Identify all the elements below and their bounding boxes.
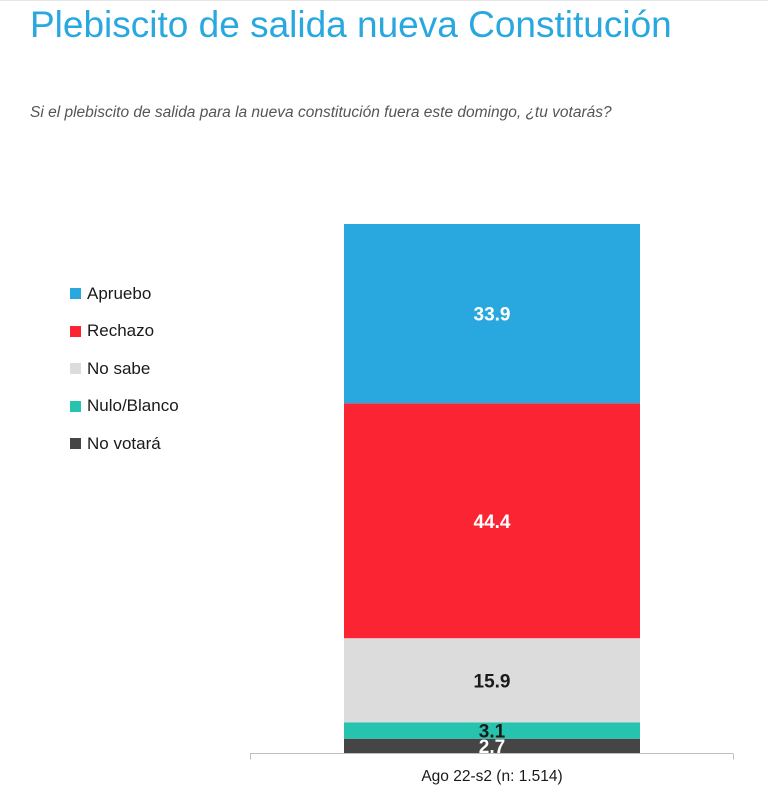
x-tick-label: Ago 22-s2 (n: 1.514) <box>421 768 562 785</box>
legend-item-no-votara: No votará <box>70 434 179 453</box>
bar-segment-nulo-blanco <box>344 722 640 739</box>
legend-item-apruebo: Apruebo <box>70 284 179 303</box>
data-label-no-votara: 2.7 <box>479 737 505 758</box>
legend-swatch <box>70 288 81 299</box>
legend-item-nulo-blanco: Nulo/Blanco <box>70 396 179 416</box>
legend-label: Nulo/Blanco <box>87 396 179 415</box>
chart-subtitle: Si el plebiscito de salida para la nueva… <box>30 104 612 121</box>
bar-segment-apruebo <box>344 224 640 404</box>
data-label-apruebo: 33.9 <box>474 305 511 326</box>
bar-segment-no-sabe <box>344 638 640 723</box>
data-label-nulo-blanco: 3.1 <box>479 722 506 743</box>
legend-item-no-sabe: No sabe <box>70 359 179 378</box>
legend-item-rechazo: Rechazo <box>70 321 179 341</box>
bar-segment-no-votara <box>344 738 640 753</box>
legend-label: No sabe <box>87 358 151 378</box>
legend-swatch <box>70 400 81 412</box>
top-border <box>0 0 768 1</box>
legend-label: No votará <box>87 433 161 453</box>
legend-swatch <box>70 363 81 374</box>
chart-title: Plebiscito de salida nueva Constitución <box>30 4 672 45</box>
legend-swatch <box>70 438 81 449</box>
legend-swatch <box>70 325 81 337</box>
legend: Apruebo Rechazo No sabe Nulo/Blanco No votar… <box>70 284 179 472</box>
data-label-rechazo: 44.4 <box>474 512 511 533</box>
bar-segment-rechazo <box>344 403 640 639</box>
legend-label: Rechazo <box>87 321 155 340</box>
legend-label: Apruebo <box>87 283 152 303</box>
data-label-no-sabe: 15.9 <box>474 671 511 692</box>
